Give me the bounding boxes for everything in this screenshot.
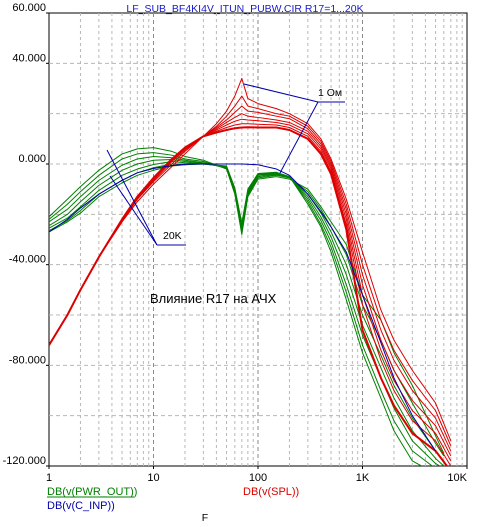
series-group <box>49 77 452 466</box>
leader-line-20k-b <box>106 149 158 246</box>
label-1ohm: 1 Ом <box>318 87 342 99</box>
legend-spl: DB(v(SPL)) <box>243 486 299 498</box>
legend-pwr-out: DB(v(PWR_OUT)) <box>47 486 137 498</box>
annotation-20k: 20K <box>106 149 186 246</box>
series-line-spl-7 <box>49 126 449 466</box>
leader-line-1ohm-b <box>279 101 319 174</box>
y-tick-label: -80.000 <box>9 354 46 366</box>
x-tick-label: 10 <box>147 472 159 484</box>
y-tick-label: 40.000 <box>12 52 46 64</box>
x-axis-label: F <box>202 512 208 524</box>
x-tick-labels: 1 10 100 1K 10K <box>46 466 468 484</box>
series-line-spl-1 <box>49 77 452 442</box>
legend-c-inp: DB(v(C_INP)) <box>47 500 115 512</box>
series-line-c-inp <box>49 163 436 452</box>
x-tick-label: 1 <box>46 472 52 484</box>
y-tick-label: 60.000 <box>12 2 46 14</box>
y-tick-label: -120.000 <box>3 455 46 467</box>
y-tick-label: 0.000 <box>18 153 46 165</box>
x-tick-label: 100 <box>249 472 267 484</box>
leader-line-20k-a <box>109 175 158 246</box>
chart-title: LF_SUB_BF4KI4V_ITUN_PUBW.CIR R17=1...20K <box>126 3 363 15</box>
label-20k: 20K <box>163 230 182 242</box>
series-line-pwr-out-7 <box>49 163 423 466</box>
x-tick-label: 10K <box>447 472 467 484</box>
series-line-spl-2 <box>49 95 452 447</box>
series-line-spl-4 <box>49 113 452 457</box>
chart-caption: Влияние R17 на АЧХ <box>150 291 277 306</box>
y-tick-labels: 60.000 40.000 0.000 -40.000 -80.000 -120.000 <box>3 2 49 467</box>
y-tick-label: -40.000 <box>9 254 46 266</box>
annotation-1ohm: 1 Ом <box>243 83 345 174</box>
leader-line-1ohm-a <box>243 83 319 103</box>
x-tick-label: 1K <box>356 472 370 484</box>
